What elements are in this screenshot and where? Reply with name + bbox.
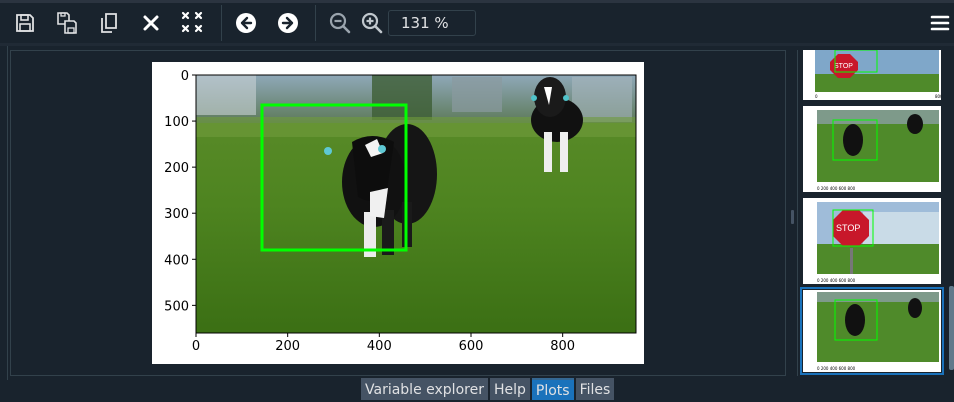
y-tick-label: 300 <box>164 207 189 222</box>
bounding-box <box>260 103 408 252</box>
left-panel-edge <box>0 46 8 380</box>
panel-splitter-handle[interactable] <box>791 210 794 224</box>
svg-text:STOP: STOP <box>834 63 853 70</box>
save-icon[interactable] <box>10 8 40 38</box>
y-tick-label: 100 <box>164 115 189 130</box>
zoom-in-icon[interactable] <box>357 8 387 38</box>
y-tick-label: 500 <box>164 299 189 314</box>
next-icon[interactable] <box>273 8 303 38</box>
y-tick-label: 400 <box>164 253 189 268</box>
plot-photo <box>196 75 636 333</box>
previous-icon[interactable] <box>231 8 261 38</box>
tab-variable-explorer[interactable]: Variable explorer <box>361 378 488 400</box>
x-tick-label: 400 <box>367 339 392 354</box>
thumbnail-cow-selected[interactable]: 0 200 400 600 800 <box>800 287 944 375</box>
y-tick-label: 0 <box>181 69 189 84</box>
remove-icon[interactable] <box>136 8 166 38</box>
y-tick-label: 200 <box>164 161 189 176</box>
toolbar-separator <box>221 5 222 41</box>
background-cow <box>531 77 583 172</box>
plots-toolbar: 131 % <box>0 3 954 43</box>
svg-text:800: 800 <box>935 94 941 99</box>
tab-files[interactable]: Files <box>575 378 615 400</box>
x-tick-label: 800 <box>550 339 575 354</box>
hamburger-menu-icon[interactable] <box>928 8 952 38</box>
zoom-value-field[interactable]: 131 % <box>388 10 476 36</box>
x-axis: 0 200 400 600 800 <box>192 333 575 354</box>
thumbnail-panel: STOP 0 800 0 200 400 600 800 STOP 0 200 … <box>797 50 948 376</box>
x-tick-label: 600 <box>459 339 484 354</box>
svg-text:0 200 400 600 800: 0 200 400 600 800 <box>817 278 856 283</box>
save-all-icon[interactable] <box>52 8 82 38</box>
plot-svg: 0 100 200 300 400 500 0 200 400 600 800 <box>164 69 637 354</box>
thumbnail-stop-sign-1[interactable]: STOP 0 800 <box>803 50 941 100</box>
top-border <box>0 0 954 3</box>
thumbnail-cows[interactable]: 0 200 400 600 800 <box>803 106 941 192</box>
copy-icon[interactable] <box>94 8 124 38</box>
tab-help[interactable]: Help <box>489 378 530 400</box>
axes-frame <box>195 74 637 334</box>
tab-plots[interactable]: Plots <box>531 378 574 400</box>
svg-text:0 200 400 600 800: 0 200 400 600 800 <box>817 366 856 371</box>
y-axis: 0 100 200 300 400 500 <box>164 69 196 314</box>
x-tick-label: 200 <box>275 339 300 354</box>
plot-figure: 0 100 200 300 400 500 0 200 400 600 800 <box>152 62 644 364</box>
svg-text:0: 0 <box>815 94 818 99</box>
toolbar-bottom-border <box>0 43 954 46</box>
toolbar-separator <box>315 5 316 41</box>
svg-text:STOP: STOP <box>836 223 860 233</box>
svg-text:0 200 400 600 800: 0 200 400 600 800 <box>817 186 856 191</box>
pane-tabs: Variable explorer Help Plots Files <box>361 378 616 400</box>
remove-all-icon[interactable] <box>178 8 208 38</box>
x-tick-label: 0 <box>192 339 200 354</box>
thumbnail-stop-sign-2[interactable]: STOP 0 200 400 600 800 <box>803 198 941 284</box>
thumbnail-scrollbar[interactable] <box>947 50 954 376</box>
thumbnail-scrollbar-handle[interactable] <box>949 286 954 370</box>
zoom-out-icon[interactable] <box>325 8 355 38</box>
